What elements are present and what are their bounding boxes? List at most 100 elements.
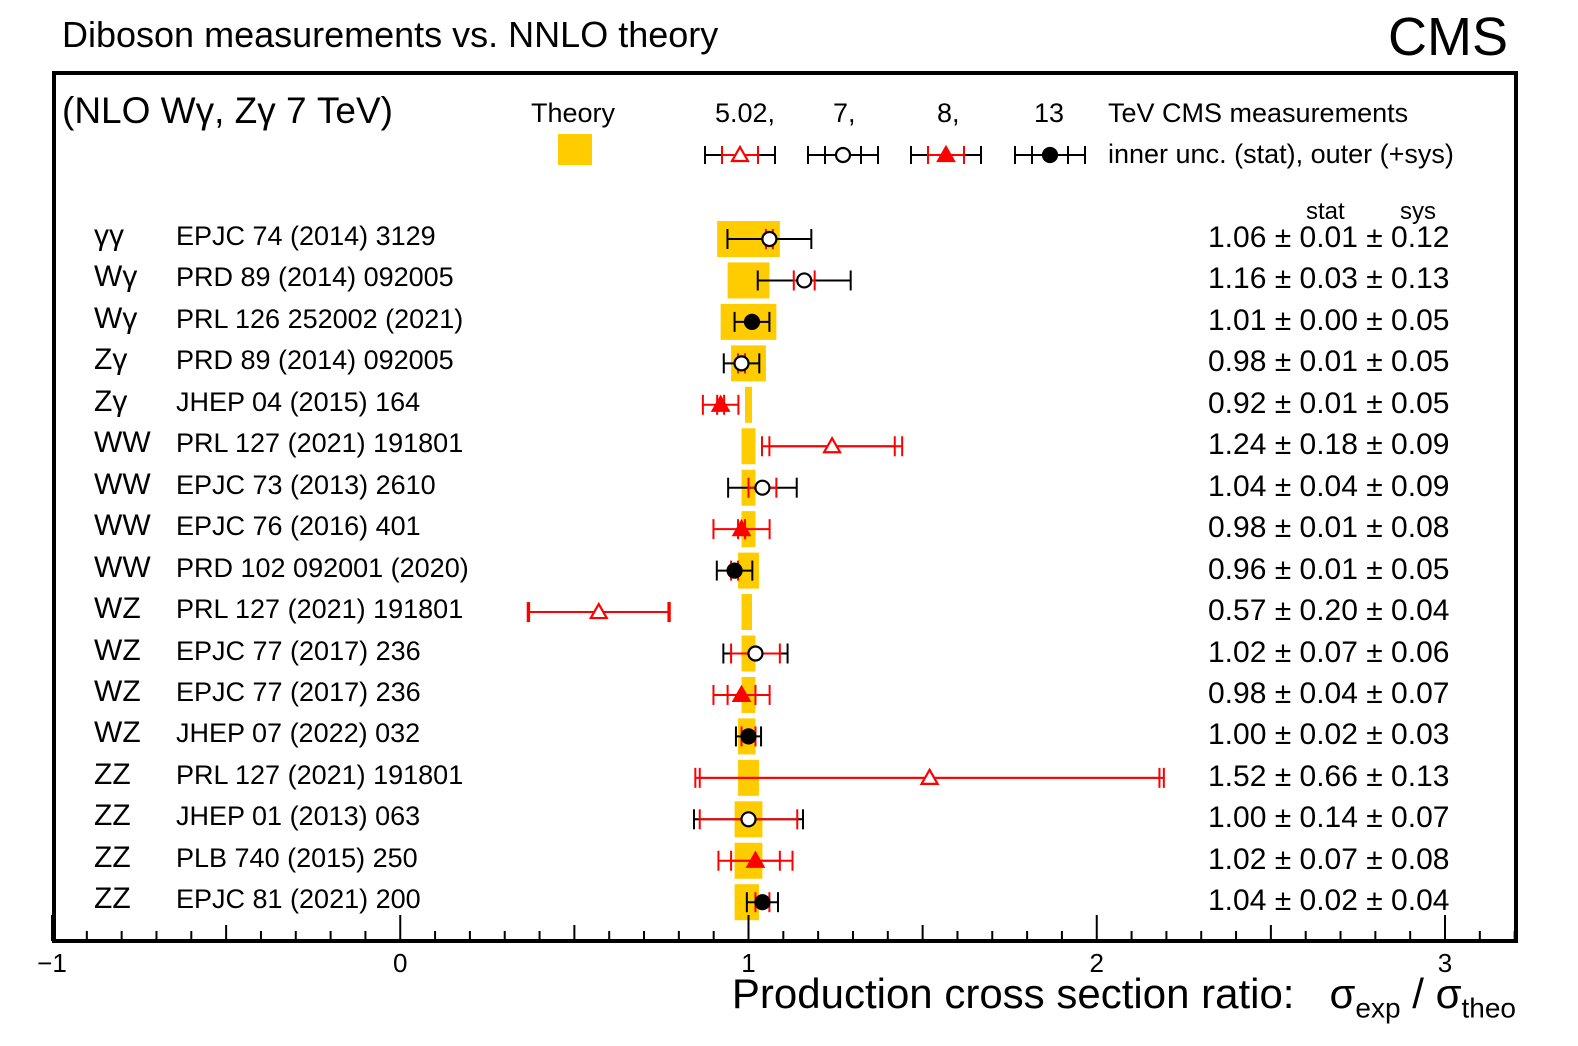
x-tick-label: 2 (1089, 948, 1104, 978)
x-tick-label: 3 (1437, 948, 1453, 978)
legend-marker-0 (730, 144, 750, 163)
data-point (731, 518, 752, 537)
x-tick-label: 0 (393, 948, 408, 978)
data-point (754, 479, 771, 496)
x-axis-label: Production cross section ratio: σexp / σ… (732, 970, 1516, 1024)
row-value-text: 1.04 ± 0.04 ± 0.09 (1208, 469, 1450, 503)
row-process: ZZ (94, 757, 131, 791)
plot-frame (52, 71, 1518, 943)
column-header-sys: sys (1400, 198, 1436, 225)
legend-marker-3 (1041, 146, 1059, 164)
data-point (740, 811, 757, 828)
data-point (822, 436, 842, 454)
row-reference: PRD 89 (2014) 092005 (176, 345, 454, 376)
row-value-text: 1.01 ± 0.00 ± 0.05 (1208, 303, 1450, 337)
row-value-text: 1.02 ± 0.07 ± 0.06 (1208, 635, 1450, 669)
row-process: Wγ (94, 260, 138, 294)
row-value-text: 1.06 ± 0.01 ± 0.12 (1208, 221, 1450, 254)
row-value-text: 0.92 ± 0.01 ± 0.05 (1208, 386, 1450, 420)
row-value-text: 1.16 ± 0.03 ± 0.13 (1208, 262, 1450, 296)
row-process: WW (94, 509, 151, 543)
row-process: WW (94, 467, 151, 501)
legend-energy-7: 7, (833, 98, 856, 128)
data-point (588, 601, 609, 620)
row-process: WW (94, 550, 151, 584)
legend-energy-502: 5.02, (715, 98, 776, 128)
x-axis-label-slash: / (1412, 970, 1424, 1017)
row-reference: EPJC 76 (2016) 401 (176, 511, 421, 542)
row-reference: PRD 89 (2014) 092005 (176, 262, 454, 293)
row-reference: PRL 127 (2021) 191801 (176, 759, 464, 790)
experiment-label: CMS (1388, 7, 1508, 67)
row-reference: JHEP 04 (2015) 164 (176, 386, 421, 417)
legend-energy-suffix: TeV CMS measurements (1108, 98, 1409, 128)
row-reference: JHEP 07 (2022) 032 (176, 718, 421, 749)
x-tick-label: 1 (741, 948, 756, 978)
data-point (740, 728, 757, 745)
data-point (731, 684, 752, 703)
row-process: Wγ (94, 301, 138, 335)
chart-title: Diboson measurements vs. NNLO theory (62, 14, 719, 55)
data-point (710, 394, 731, 412)
row-reference: PRL 127 (2021) 191801 (176, 594, 464, 625)
row-process: Zγ (94, 384, 128, 418)
data-point (747, 645, 764, 662)
row-process: Zγ (94, 343, 128, 377)
data-point (733, 355, 750, 372)
row-process: WZ (94, 592, 141, 626)
row-value-text: 1.24 ± 0.18 ± 0.09 (1208, 428, 1450, 462)
x-tick-label: −1 (37, 948, 67, 978)
legend-energy-8: 8, (937, 98, 960, 128)
row-value-text: 0.98 ± 0.04 ± 0.07 (1208, 676, 1450, 710)
legend-theory-label: Theory (531, 98, 616, 128)
row-reference: PLB 740 (2015) 250 (176, 842, 418, 873)
data-point (919, 767, 940, 785)
legend-uncertainty-desc: inner unc. (stat), outer (+sys) (1108, 139, 1454, 169)
row-reference: JHEP 01 (2013) 063 (176, 801, 421, 832)
data-point (754, 894, 771, 911)
row-value-text: 1.04 ± 0.02 ± 0.04 (1208, 884, 1450, 918)
legend-energy-13: 13 (1034, 98, 1065, 128)
legend-marker-2 (936, 144, 956, 163)
x-axis-label-sigma-exp: σexp (1329, 970, 1401, 1024)
row-process: ZZ (94, 840, 131, 874)
row-process: WZ (94, 633, 141, 667)
theory-band (741, 594, 752, 631)
row-value-text: 1.00 ± 0.02 ± 0.03 (1208, 718, 1450, 752)
data-point (743, 313, 761, 330)
row-reference: PRL 126 252002 (2021) (176, 303, 464, 334)
row-reference: PRL 127 (2021) 191801 (176, 428, 464, 459)
row-value-text: 0.98 ± 0.01 ± 0.05 (1208, 345, 1450, 379)
row-reference: EPJC 77 (2017) 236 (176, 676, 421, 707)
data-point (745, 850, 766, 868)
column-header-stat: stat (1306, 198, 1345, 225)
x-axis-label-sigma-theo: σtheo (1435, 970, 1516, 1024)
row-value-text: 0.57 ± 0.20 ± 0.04 (1208, 594, 1450, 628)
data-point (796, 272, 813, 289)
row-value-text: 0.98 ± 0.01 ± 0.08 (1208, 511, 1450, 545)
row-reference: EPJC 81 (2021) 200 (176, 884, 421, 915)
theory-band (745, 386, 752, 423)
legend-theory-swatch (558, 134, 592, 165)
row-value-text: 0.96 ± 0.01 ± 0.05 (1208, 552, 1450, 586)
row-reference: EPJC 73 (2013) 2610 (176, 469, 436, 500)
data-point (726, 562, 743, 579)
row-reference: PRD 102 092001 (2020) (176, 552, 469, 583)
legend-marker-1 (834, 146, 852, 164)
data-point (761, 230, 778, 248)
row-process: ZZ (94, 799, 131, 833)
row-process: ZZ (94, 882, 131, 916)
row-process: WZ (94, 674, 141, 708)
theory-band (741, 428, 756, 465)
row-process: γγ (94, 219, 124, 252)
row-value-text: 1.02 ± 0.07 ± 0.08 (1208, 842, 1450, 876)
row-reference: EPJC 77 (2017) 236 (176, 635, 421, 666)
x-axis-label-text: Production cross section ratio: (731, 970, 1295, 1017)
row-value-text: 1.00 ± 0.14 ± 0.07 (1208, 801, 1450, 835)
nlo-note: (NLO Wγ, Zγ 7 TeV) (62, 90, 393, 131)
row-value-text: 1.52 ± 0.66 ± 0.13 (1208, 759, 1450, 793)
row-process: WW (94, 426, 151, 460)
row-reference: EPJC 74 (2014) 3129 (176, 221, 436, 251)
row-process: WZ (94, 716, 141, 750)
